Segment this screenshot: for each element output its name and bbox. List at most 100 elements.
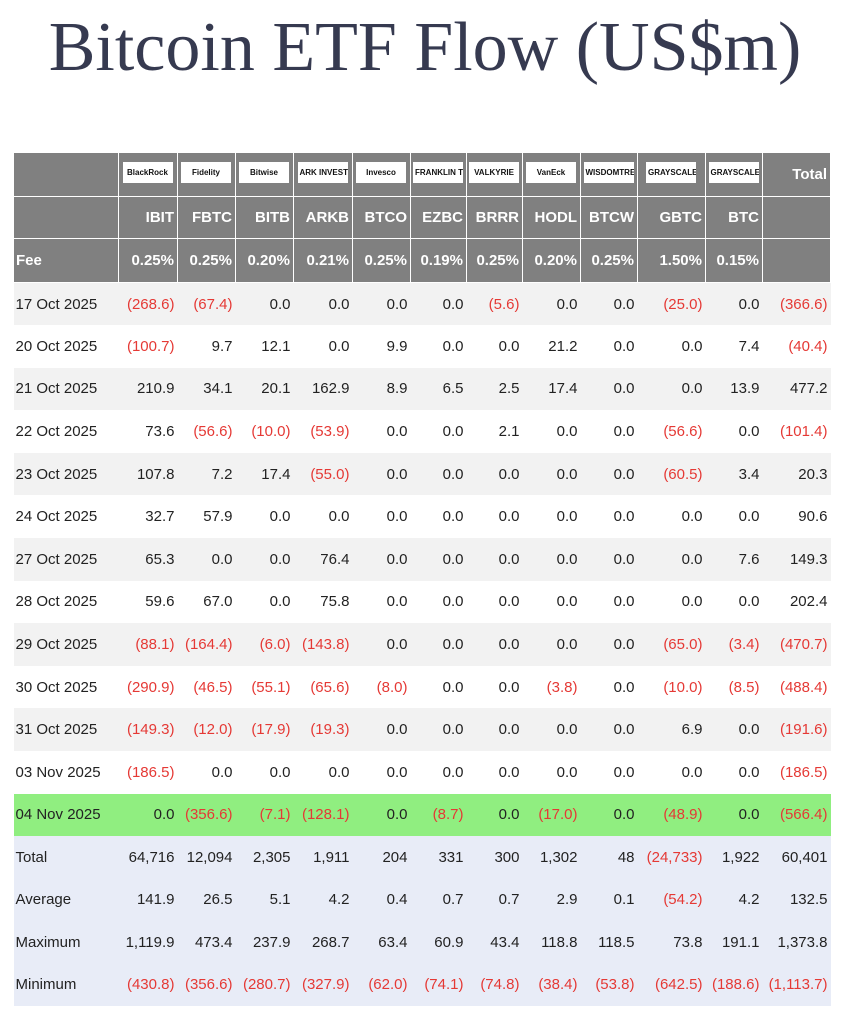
flow-value: 210.9: [136, 380, 175, 398]
summary-value: 300: [494, 848, 520, 866]
summary-row: Total 64,716 12,094 2,305 1,911 204 331 300 1,30…: [13, 836, 831, 879]
summary-value: (327.9): [301, 976, 350, 994]
flow-value: (268.6): [126, 295, 175, 313]
flow-value: 0.0: [681, 593, 703, 611]
date: 03 Nov 2025: [15, 763, 101, 781]
flow-row: 03 Nov 2025 (186.5) 0.0 0.0 0.0 0.0 0.0 0.0 0.0 0…: [14, 751, 831, 794]
flow-value: 0.0: [386, 763, 408, 781]
date: 29 Oct 2025: [15, 636, 98, 654]
flow-value: 9.9: [386, 337, 408, 355]
summary-value: (24,733): [646, 848, 703, 866]
summary-value: 0.7: [498, 891, 520, 909]
summary-value: 4.2: [738, 891, 760, 909]
logo-cell: ARK INVEST: [293, 152, 353, 197]
summary-value: (430.8): [126, 976, 175, 994]
flow-value: 0.0: [613, 678, 635, 696]
flow-value: 0.0: [556, 295, 578, 313]
summary-value: (53.8): [595, 976, 635, 994]
flow-value: (60.5): [663, 465, 703, 483]
issuer-logo: Invesco: [356, 162, 406, 183]
flow-value: 0.0: [738, 593, 760, 611]
summary-value: (74.8): [480, 976, 520, 994]
ticker: BTC: [705, 196, 763, 239]
ticker: EZBC: [410, 196, 467, 239]
flow-row: 22 Oct 2025 73.6 (56.6) (10.0) (53.9) 0.0 0.0 2…: [14, 410, 831, 453]
flow-value: (17.9): [251, 721, 291, 739]
ticker: GBTC: [637, 196, 706, 239]
flow-value: 0.0: [681, 550, 703, 568]
flow-value: 2.5: [498, 380, 520, 398]
flow-value: 7.4: [738, 337, 760, 355]
flow-value: 20.1: [261, 380, 291, 398]
flow-value: 0.0: [442, 423, 464, 441]
issuer-logo: GRAYSCALE: [708, 162, 759, 183]
issuer-logo: ARK INVEST: [297, 162, 348, 183]
flow-value: (3.8): [546, 678, 578, 696]
summary-label: Average: [15, 891, 72, 909]
flow-value: 0.0: [269, 763, 291, 781]
issuer-logo: Bitwise: [239, 162, 289, 183]
flow-value: (19.3): [310, 721, 350, 739]
flow-value: 0.0: [442, 636, 464, 654]
flow-value: 162.9: [311, 380, 350, 398]
issuer-logo: WISDOMTREE: [583, 162, 634, 183]
flow-value: 0.0: [681, 380, 703, 398]
logo-cell: WISDOMTREE: [580, 152, 638, 197]
summary-value: 43.4: [490, 933, 520, 951]
flow-value: 0.0: [556, 721, 578, 739]
ticker: BRRR: [466, 196, 523, 239]
table-header: BlackRock Fidelity Bitwise ARK INVEST Invesc…: [13, 152, 831, 283]
flow-value: 0.0: [498, 508, 520, 526]
summary-label: Minimum: [15, 976, 77, 994]
flow-value: 7.6: [738, 550, 760, 568]
flow-value: 202.4: [789, 593, 828, 611]
flow-row: 23 Oct 2025 107.8 7.2 17.4 (55.0) 0.0 0.0 0.0 0.…: [13, 452, 831, 496]
date: 17 Oct 2025: [15, 295, 98, 313]
logo-cell: VanEck: [522, 152, 581, 197]
flow-value: 0.0: [613, 423, 635, 441]
flow-value: (566.4): [779, 806, 828, 824]
summary-value: 1,302: [539, 848, 578, 866]
summary-label: Total: [15, 848, 48, 866]
flow-value: 0.0: [498, 763, 520, 781]
issuer-logo: GRAYSCALE: [646, 162, 696, 183]
summary-value: 63.4: [378, 933, 408, 951]
flow-row: 27 Oct 2025 65.3 0.0 0.0 76.4 0.0 0.0 0.0 0.0 0.0…: [13, 538, 831, 581]
summary-value: 1,119.9: [125, 933, 175, 951]
flow-value: 8.9: [386, 380, 408, 398]
date: 24 Oct 2025: [15, 508, 98, 526]
summary-value: 0.4: [386, 891, 408, 909]
ticker: ARKB: [293, 196, 353, 239]
flow-value: 0.0: [442, 593, 464, 611]
issuer-logo: VanEck: [526, 162, 576, 183]
flow-value: 17.4: [261, 465, 291, 483]
fee: 0.25%: [352, 238, 411, 283]
summary-value: (74.1): [424, 976, 464, 994]
flow-value: 0.0: [386, 806, 408, 824]
flow-value: 0.0: [269, 508, 291, 526]
summary-value: 1,911: [313, 848, 350, 866]
flow-value: 0.0: [386, 636, 408, 654]
flow-value: (8.0): [376, 678, 408, 696]
summary-value: 0.7: [442, 891, 464, 909]
flow-value: 0.0: [442, 337, 464, 355]
total-header: Total: [762, 152, 831, 197]
corner-cell: [13, 152, 119, 197]
summary-row: Minimum (430.8) (356.6) (280.7) (327.9) (62.0…: [13, 963, 831, 1007]
flow-value: (488.4): [779, 678, 828, 696]
flow-value: (55.0): [310, 465, 350, 483]
summary-value: 60.9: [434, 933, 464, 951]
flow-value: 76.4: [320, 550, 350, 568]
flow-value: (164.4): [184, 636, 233, 654]
summary-value: 4.2: [328, 891, 350, 909]
flow-value: 0.0: [498, 721, 520, 739]
issuer-logo: VALKYRIE: [469, 162, 519, 183]
flow-value: (8.5): [728, 678, 760, 696]
summary-value: 5.1: [269, 891, 291, 909]
summary-value: 48: [617, 848, 635, 866]
flow-value: 0.0: [442, 295, 464, 313]
logo-cell: Bitwise: [235, 152, 294, 197]
flow-value: 0.0: [498, 593, 520, 611]
flow-value: 0.0: [153, 806, 175, 824]
flow-value: (128.1): [301, 806, 350, 824]
